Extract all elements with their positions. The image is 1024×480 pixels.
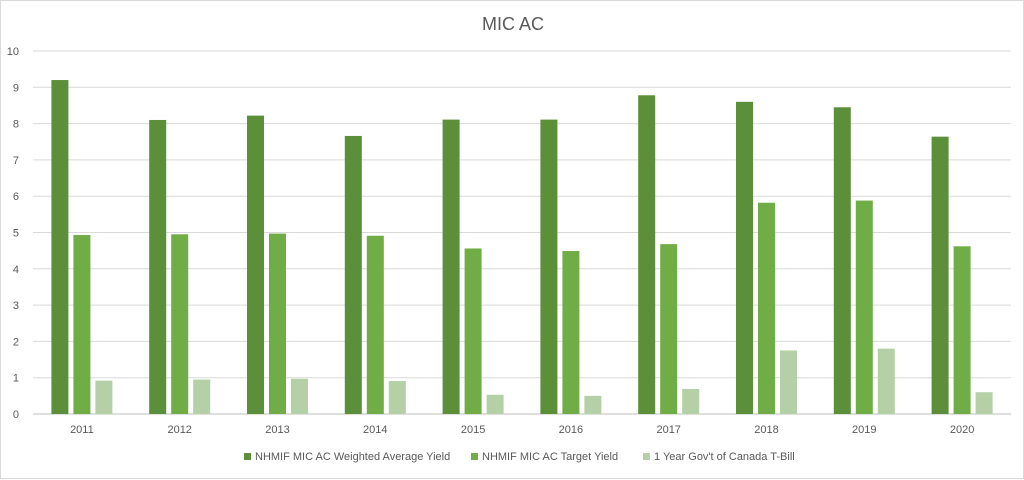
y-tick-label: 9 — [13, 82, 19, 94]
gridlines — [33, 50, 1011, 415]
y-tick-label: 2 — [13, 336, 19, 348]
bar-weighted-average-yield-2011 — [51, 80, 69, 414]
legend-label: NHMIF MIC AC Target Yield — [482, 451, 618, 463]
chart-title: MIC AC — [482, 14, 544, 34]
y-tick-label: 8 — [13, 119, 19, 131]
y-axis-ticks: 0 1 2 3 4 5 6 7 8 9 10 — [7, 46, 19, 421]
legend: NHMIF MIC AC Weighted Average Yield NHMIF… — [244, 451, 795, 463]
y-tick-label: 1 — [13, 373, 19, 385]
bar-target-yield-2013 — [269, 233, 286, 414]
bar-t-bill-2017 — [682, 388, 700, 414]
bar-weighted-average-yield-2017 — [638, 95, 656, 414]
legend-label: 1 Year Gov't of Canada T-Bill — [654, 451, 795, 463]
y-tick-label: 6 — [13, 191, 19, 203]
bar-t-bill-2020 — [975, 392, 993, 414]
bar-t-bill-2013 — [291, 378, 308, 414]
y-tick-label: 5 — [13, 228, 19, 240]
x-tick-label: 2017 — [656, 424, 680, 436]
x-tick-label: 2016 — [559, 424, 583, 436]
bar-weighted-average-yield-2019 — [833, 107, 851, 414]
x-axis-ticks: 2011 2012 2013 2014 2015 2016 2017 2018 2019 2020 — [70, 424, 974, 436]
x-tick-label: 2018 — [754, 424, 778, 436]
x-tick-label: 2011 — [70, 424, 94, 436]
y-tick-label: 7 — [13, 155, 19, 167]
bar-target-yield-2020 — [953, 246, 971, 414]
x-tick-label: 2015 — [461, 424, 485, 436]
bar-t-bill-2019 — [877, 348, 895, 414]
bar-t-bill-2018 — [780, 350, 797, 414]
bar-target-yield-2011 — [73, 235, 91, 414]
bar-weighted-average-yield-2018 — [736, 101, 753, 414]
bar-weighted-average-yield-2016 — [540, 119, 558, 415]
bar-t-bill-2015 — [486, 394, 504, 414]
y-tick-label: 3 — [13, 300, 19, 312]
legend-swatch — [471, 453, 478, 460]
bar-weighted-average-yield-2013 — [247, 115, 264, 414]
x-tick-label: 2019 — [852, 424, 876, 436]
y-tick-label: 10 — [7, 46, 19, 58]
bar-target-yield-2014 — [366, 235, 384, 414]
bar-t-bill-2011 — [95, 380, 113, 414]
bar-target-yield-2016 — [562, 251, 580, 414]
bars — [51, 80, 993, 415]
bar-weighted-average-yield-2014 — [344, 135, 362, 414]
bar-weighted-average-yield-2020 — [931, 136, 949, 414]
bar-t-bill-2014 — [388, 380, 406, 414]
x-tick-label: 2014 — [363, 424, 387, 436]
bar-t-bill-2016 — [584, 395, 602, 414]
bar-t-bill-2012 — [193, 379, 211, 414]
bar-weighted-average-yield-2015 — [442, 119, 460, 415]
legend-swatch — [244, 453, 251, 460]
bar-target-yield-2015 — [464, 248, 482, 414]
x-tick-label: 2012 — [167, 424, 191, 436]
bar-target-yield-2017 — [660, 244, 678, 414]
y-tick-label: 4 — [13, 264, 19, 276]
y-tick-label: 0 — [13, 409, 19, 421]
x-tick-label: 2020 — [950, 424, 974, 436]
bar-weighted-average-yield-2012 — [149, 119, 167, 414]
legend-label: NHMIF MIC AC Weighted Average Yield — [255, 451, 450, 463]
bar-target-yield-2019 — [855, 200, 873, 414]
legend-swatch — [643, 453, 650, 460]
x-tick-label: 2013 — [265, 424, 289, 436]
bar-target-yield-2018 — [758, 202, 775, 414]
bar-target-yield-2012 — [171, 234, 189, 414]
